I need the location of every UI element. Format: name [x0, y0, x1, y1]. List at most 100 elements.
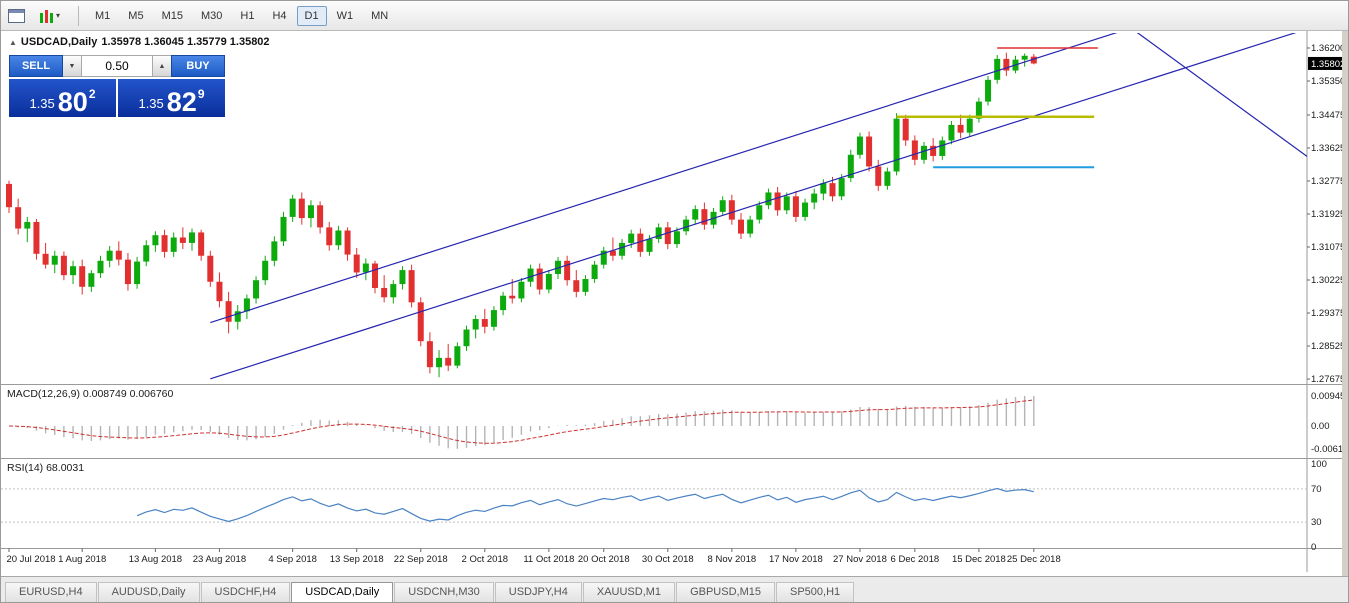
candle: [911, 135, 918, 166]
candle-body: [765, 192, 772, 206]
candlestick-style-icon[interactable]: ▾: [31, 5, 69, 27]
tab-gbpusd-m15[interactable]: GBPUSD,M15: [676, 582, 775, 602]
candle: [948, 121, 955, 145]
candle: [500, 291, 507, 316]
candle: [317, 201, 324, 234]
timeframe-button-m1[interactable]: M1: [95, 9, 111, 22]
candle-body: [902, 118, 909, 141]
candle: [829, 176, 836, 202]
candle: [372, 260, 378, 294]
toolbar: ▾ M1 M5 M15 M30 H1 H4 D1 W1 MN: [1, 1, 1348, 31]
buy-price-pip: 9: [197, 87, 205, 101]
timeframe-button-w1[interactable]: W1: [336, 9, 354, 22]
candle-body: [280, 216, 287, 242]
candle-body: [673, 231, 680, 245]
candle: [179, 227, 186, 250]
tab-usdcnh-m30[interactable]: USDCNH,M30: [394, 582, 494, 602]
trendline[interactable]: [210, 31, 1120, 324]
candle: [152, 231, 159, 252]
candle: [756, 201, 763, 224]
candle-body: [545, 273, 552, 290]
macd-signal-line: [8, 399, 1034, 444]
candle: [207, 250, 214, 287]
candle-body: [518, 281, 525, 299]
trendline[interactable]: [1134, 31, 1312, 161]
chart-canvas[interactable]: 1.36200 1.35350 1.34475 1.33625 1.32775 1.319…: [1, 31, 1344, 578]
tab-xauusd-m1[interactable]: XAUUSD,M1: [582, 582, 676, 602]
candle-body: [198, 232, 205, 256]
date-label: 6 Dec 2018: [891, 554, 940, 565]
price-axis-label: 1.31925: [1311, 209, 1344, 220]
timeframe-button-d1[interactable]: D1: [296, 5, 327, 26]
price-axis-label: 1.31075: [1311, 242, 1344, 253]
volume-up-button[interactable]: ▲: [153, 55, 171, 77]
tab-sp500-h1[interactable]: SP500,H1: [775, 582, 855, 602]
price-axis-label: 1.35350: [1311, 76, 1344, 87]
candle-body: [381, 287, 388, 298]
candle-body: [875, 166, 882, 186]
candle: [463, 325, 470, 351]
timeframe-button-m15[interactable]: M15: [161, 9, 183, 22]
tab-usdcad-daily[interactable]: USDCAD,Daily: [291, 582, 394, 602]
candle-body: [143, 245, 150, 262]
price-axis-label: 1.36200: [1311, 43, 1344, 54]
timeframe-button-m5[interactable]: M5: [128, 9, 144, 22]
candle: [472, 315, 479, 339]
candle: [33, 218, 40, 260]
buy-price-display[interactable]: 1.35 82 9: [118, 79, 225, 117]
timeframe-button-m30[interactable]: M30: [200, 9, 223, 22]
candle-body: [253, 280, 260, 299]
date-label: 13 Sep 2018: [330, 554, 384, 565]
candle: [1003, 52, 1010, 76]
candle-body: [225, 301, 232, 322]
candle: [811, 188, 818, 210]
candle-body: [1030, 56, 1037, 64]
timeframe-button-h4[interactable]: H4: [272, 9, 287, 22]
candle-body: [353, 254, 360, 273]
chart-window-icon[interactable]: [3, 5, 29, 27]
tab-usdchf-h4[interactable]: USDCHF,H4: [200, 582, 291, 602]
candle-body: [207, 255, 214, 282]
tab-eurusd-h4[interactable]: EURUSD,H4: [5, 582, 97, 602]
candle-body: [728, 200, 735, 220]
candle-body: [15, 207, 22, 229]
trendline[interactable]: [210, 31, 1308, 380]
candle-body: [966, 118, 973, 133]
candle: [344, 227, 351, 261]
sell-price-display[interactable]: 1.35 80 2: [9, 79, 116, 117]
candle-body: [289, 198, 296, 217]
macd-axis-label: 0.009459: [1311, 391, 1344, 402]
tab-audusd-daily[interactable]: AUDUSD,Daily: [97, 582, 200, 602]
candle-body: [975, 101, 982, 119]
candle-body: [60, 255, 67, 276]
candle: [134, 256, 141, 289]
candle-body: [436, 357, 443, 368]
candle: [454, 342, 461, 369]
timeframe-button-mn[interactable]: MN: [371, 9, 389, 22]
candle: [994, 54, 1001, 84]
one-click-trade-panel: SELL ▼ ▲ BUY 1.35 80 2 1.35 82 9: [9, 55, 225, 117]
candle-body: [490, 310, 497, 327]
candle: [362, 258, 369, 281]
tab-usdjpy-h4[interactable]: USDJPY,H4: [494, 582, 582, 602]
candle-body: [738, 219, 744, 234]
volume-down-button[interactable]: ▼: [63, 55, 81, 77]
date-label: 25 Dec 2018: [1007, 554, 1061, 565]
rsi-axis-label: 70: [1311, 484, 1322, 495]
candle-body: [792, 196, 799, 217]
sell-button[interactable]: SELL: [9, 55, 63, 77]
buy-button[interactable]: BUY: [171, 55, 225, 77]
candle: [728, 194, 735, 225]
sell-price-prefix: 1.35: [29, 96, 55, 111]
candle-body: [756, 205, 763, 220]
candle: [866, 131, 873, 172]
candle-body: [820, 183, 827, 194]
volume-input[interactable]: [81, 55, 153, 77]
candle-body: [115, 250, 122, 260]
candle: [307, 200, 314, 228]
candle: [481, 308, 488, 334]
rsi-panel: [1, 487, 1307, 523]
candle-body: [1021, 55, 1028, 60]
timeframe-button-h1[interactable]: H1: [240, 9, 255, 22]
candle-body: [326, 227, 333, 246]
